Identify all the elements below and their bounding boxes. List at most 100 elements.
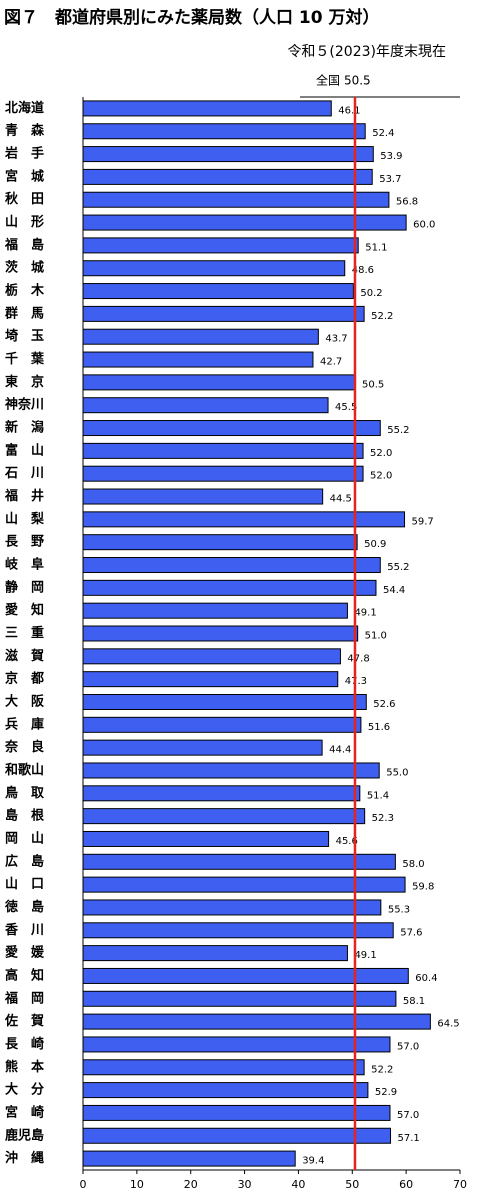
x-tick-label: 0	[80, 1178, 87, 1191]
value-label: 50.2	[360, 288, 382, 299]
reference-value: 50.5	[344, 74, 371, 88]
y-tick-label: 栃 木	[5, 283, 45, 299]
y-tick-label: 愛 知	[5, 602, 44, 618]
y-tick-label: 東 京	[5, 374, 44, 390]
value-label: 64.5	[437, 1019, 459, 1030]
y-tick-label: 大 阪	[5, 693, 45, 709]
value-label: 42.7	[320, 357, 342, 368]
value-label: 53.7	[379, 174, 401, 185]
value-label: 44.5	[330, 494, 352, 505]
bar	[82, 1013, 431, 1030]
y-tick-label: 神奈川	[5, 397, 44, 413]
value-label: 60.4	[415, 973, 437, 984]
y-tick-label: 山 梨	[5, 511, 45, 527]
y-tick-label: 沖 縄	[5, 1150, 44, 1166]
value-label: 50.9	[364, 539, 386, 550]
bar	[82, 1150, 296, 1167]
value-label: 55.2	[387, 562, 409, 573]
y-tick-label: 島 根	[5, 808, 45, 824]
bar	[82, 785, 361, 802]
value-label: 57.0	[397, 1041, 419, 1052]
value-label: 52.0	[370, 471, 392, 482]
value-label: 56.8	[396, 197, 418, 208]
value-label: 44.4	[329, 745, 351, 756]
value-label: 58.1	[403, 996, 425, 1007]
value-label: 57.6	[400, 927, 422, 938]
value-label: 55.3	[388, 904, 410, 915]
bar	[82, 488, 324, 505]
bar	[82, 168, 373, 185]
value-label: 52.2	[371, 311, 393, 322]
x-tick-label: 60	[399, 1178, 413, 1191]
y-tick-label: 新 潟	[5, 420, 44, 436]
y-tick-label: 徳 島	[4, 899, 44, 915]
bar	[82, 853, 396, 870]
y-tick-label: 山 口	[5, 876, 44, 892]
value-label: 55.0	[386, 767, 408, 778]
y-tick-label: 福 井	[4, 488, 44, 504]
bar	[82, 1127, 392, 1144]
y-tick-label: 富 山	[5, 442, 44, 458]
bar	[82, 945, 348, 962]
bar	[82, 214, 407, 231]
bar	[82, 374, 356, 391]
bar	[82, 511, 406, 528]
value-label: 51.1	[365, 242, 387, 253]
y-tick-label: 埼 玉	[5, 328, 44, 344]
y-tick-label: 愛 媛	[5, 945, 45, 961]
x-tick-label: 30	[238, 1178, 252, 1191]
value-label: 45.5	[335, 402, 357, 413]
value-label: 57.1	[398, 1133, 420, 1144]
y-tick-label: 北海道	[5, 100, 44, 116]
bar	[82, 625, 359, 642]
bar	[82, 328, 319, 345]
value-label: 59.7	[412, 516, 434, 527]
y-tick-label: 福 島	[4, 237, 44, 253]
bar	[82, 305, 365, 322]
value-label: 43.7	[325, 334, 347, 345]
bar	[82, 579, 377, 596]
bar	[82, 557, 381, 574]
bar	[82, 990, 397, 1007]
y-tick-label: 群 馬	[5, 305, 44, 321]
y-tick-label: 茨 城	[5, 260, 44, 276]
value-label: 52.4	[372, 128, 394, 139]
bar	[82, 351, 314, 368]
bar	[82, 922, 394, 939]
y-tick-label: 岡 山	[5, 830, 44, 846]
value-label: 57.0	[397, 1110, 419, 1121]
value-label: 60.0	[413, 220, 435, 231]
y-tick-label: 広 島	[5, 853, 44, 869]
x-tick-label: 40	[291, 1178, 305, 1191]
bar	[82, 739, 323, 756]
y-tick-label: 滋 賀	[5, 648, 44, 664]
y-tick-label: 高 知	[5, 967, 44, 983]
bar	[82, 1104, 391, 1121]
value-label: 52.6	[373, 699, 395, 710]
y-tick-label: 佐 賀	[4, 1013, 44, 1029]
y-tick-label: 岩 手	[4, 146, 44, 162]
value-label: 45.6	[336, 836, 358, 847]
bar	[82, 671, 339, 688]
value-label: 52.0	[370, 448, 392, 459]
bar	[82, 534, 358, 551]
y-tick-label: 宮 城	[5, 168, 44, 184]
bar	[82, 830, 330, 847]
bar	[82, 648, 341, 665]
value-label: 55.2	[387, 425, 409, 436]
value-label: 58.0	[402, 859, 424, 870]
y-tick-label: 鳥 取	[5, 785, 45, 801]
x-tick-label: 70	[453, 1178, 467, 1191]
bar	[82, 693, 367, 710]
value-label: 49.1	[354, 950, 376, 961]
y-tick-label: 奈 良	[4, 739, 44, 755]
bar	[82, 146, 374, 163]
value-label: 47.8	[347, 653, 369, 664]
chart-subtitle: 令和５(2023)年度末現在	[287, 44, 446, 60]
value-label: 51.6	[368, 722, 390, 733]
y-tick-label: 秋 田	[5, 191, 44, 207]
y-tick-label: 岐 阜	[5, 557, 44, 573]
bar	[82, 123, 366, 140]
y-tick-label: 宮 崎	[5, 1104, 44, 1120]
